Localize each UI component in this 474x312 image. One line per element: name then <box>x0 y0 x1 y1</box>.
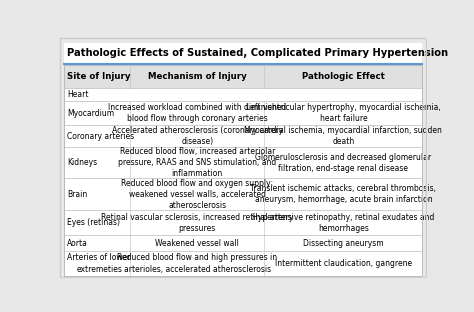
Text: Pathologic Effects of Sustained, Complicated Primary Hypertension: Pathologic Effects of Sustained, Complic… <box>66 48 448 58</box>
Text: Myocardium: Myocardium <box>67 109 114 118</box>
Text: Kidneys: Kidneys <box>67 158 98 167</box>
Text: Reduced blood flow and high pressures in
arterioles, accelerated atherosclerosis: Reduced blood flow and high pressures in… <box>117 253 277 274</box>
Bar <box>64 101 422 125</box>
Bar <box>64 147 422 178</box>
Bar <box>64 43 422 64</box>
Text: Glomerulosclerosis and decreased glomerular
filtration, end-stage renal disease: Glomerulosclerosis and decreased glomeru… <box>255 153 431 173</box>
Text: Pathologic Effect: Pathologic Effect <box>302 72 385 81</box>
Text: Heart: Heart <box>67 90 89 100</box>
Text: Weakened vessel wall: Weakened vessel wall <box>155 239 239 247</box>
Bar <box>64 210 422 235</box>
Text: Transient ischemic attacks, cerebral thrombosis,
aneurysm, hemorrhage, acute bra: Transient ischemic attacks, cerebral thr… <box>250 184 436 204</box>
Bar <box>64 235 422 251</box>
Text: Hypertensive retinopathy, retinal exudates and
hemorrhages: Hypertensive retinopathy, retinal exudat… <box>252 212 435 233</box>
Text: Coronary arteries: Coronary arteries <box>67 132 135 141</box>
Text: Reduced blood flow and oxygen supply;
weakened vessel walls, accelerated
atheros: Reduced blood flow and oxygen supply; we… <box>121 178 273 210</box>
Bar <box>64 251 422 276</box>
Text: Accelerated atherosclerosis (coronary artery
disease): Accelerated atherosclerosis (coronary ar… <box>112 126 283 146</box>
Text: Aorta: Aorta <box>67 239 88 247</box>
Text: Mechanism of Injury: Mechanism of Injury <box>148 72 246 81</box>
Text: Dissecting aneurysm: Dissecting aneurysm <box>303 239 383 247</box>
Text: Arteries of lower
extremeties: Arteries of lower extremeties <box>67 253 131 274</box>
Text: Site of Injury: Site of Injury <box>67 72 131 81</box>
Bar <box>64 125 422 147</box>
Text: Intermittent claudication, gangrene: Intermittent claudication, gangrene <box>275 259 412 268</box>
Bar <box>64 65 422 88</box>
Text: Eyes (retinas): Eyes (retinas) <box>67 218 120 227</box>
Text: Left ventricular hypertrophy, myocardial ischemia,
heart failure: Left ventricular hypertrophy, myocardial… <box>246 103 441 123</box>
Bar <box>64 88 422 101</box>
Text: Myocardial ischemia, myocardial infarction, sudden
death: Myocardial ischemia, myocardial infarcti… <box>245 126 442 146</box>
Bar <box>64 178 422 210</box>
Bar <box>64 65 422 276</box>
Text: Increased workload combined with diminished
blood flow through coronary arteries: Increased workload combined with diminis… <box>108 103 286 123</box>
Text: Retinal vascular sclerosis, increased retinal artery
pressures: Retinal vascular sclerosis, increased re… <box>101 212 293 233</box>
Text: Reduced blood flow, increased arteriolar
pressure, RAAS and SNS stimulation, and: Reduced blood flow, increased arteriolar… <box>118 147 276 178</box>
Text: Brain: Brain <box>67 190 88 199</box>
